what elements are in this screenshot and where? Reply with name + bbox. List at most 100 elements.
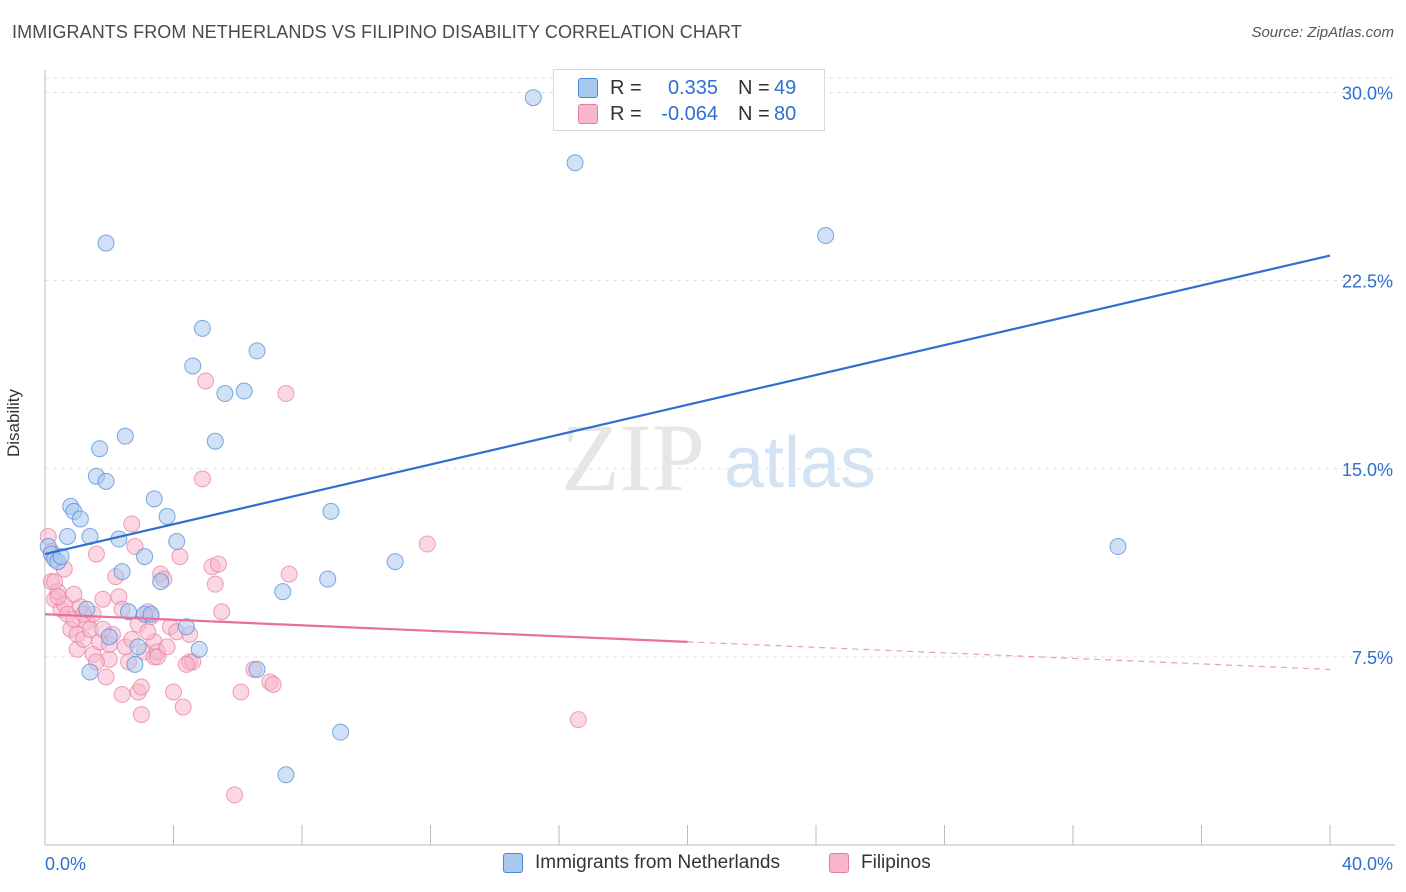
- filipinos-point: [232, 683, 250, 701]
- trend-lines: [44, 254, 1331, 671]
- netherlands-point: [319, 570, 337, 588]
- legend-r-label: R =: [610, 76, 642, 99]
- axes: [44, 70, 1395, 846]
- netherlands-point: [235, 382, 253, 400]
- filipinos-point: [280, 565, 298, 583]
- netherlands-point: [78, 600, 96, 618]
- filipinos-point: [123, 515, 141, 533]
- filipinos-point: [49, 588, 67, 606]
- filipinos-point: [171, 548, 189, 566]
- legend-r-value: -0.064: [661, 102, 718, 125]
- y-tick-label: 7.5%: [1352, 648, 1393, 668]
- filipinos-point: [158, 638, 176, 656]
- legend-row-netherlands: R = 0.335 N = 49: [578, 76, 796, 100]
- watermark: ZIP atlas: [561, 404, 876, 511]
- filipinos-point: [197, 372, 215, 390]
- netherlands-point: [58, 528, 76, 546]
- chart-title: IMMIGRANTS FROM NETHERLANDS VS FILIPINO …: [12, 22, 742, 42]
- y-tick-label: 22.5%: [1342, 272, 1393, 292]
- filipinos-point: [87, 545, 105, 563]
- legend-n-value: 49: [774, 76, 797, 99]
- legend-swatch-pink: [578, 104, 598, 124]
- bottom-legend-filipinos: Filipinos: [829, 852, 931, 874]
- netherlands-point: [277, 766, 295, 784]
- filipinos-point: [94, 590, 112, 608]
- filipinos-point: [132, 678, 150, 696]
- netherlands-point: [97, 472, 115, 490]
- netherlands-point: [52, 548, 70, 566]
- netherlands-point: [91, 440, 109, 458]
- correlation-legend: R = 0.335 N = 49 R = -0.064 N = 80: [553, 69, 825, 131]
- netherlands-point: [71, 510, 89, 528]
- filipinos-point: [418, 535, 436, 553]
- netherlands-point: [206, 432, 224, 450]
- netherlands-point: [524, 89, 542, 107]
- netherlands-point: [184, 357, 202, 375]
- filipinos-point: [193, 470, 211, 488]
- netherlands-point: [126, 655, 144, 673]
- legend-n-value: 80: [774, 102, 797, 125]
- netherlands-point: [817, 227, 835, 245]
- filipinos-point: [277, 385, 295, 403]
- bottom-legend: Immigrants from Netherlands Filipinos: [0, 852, 1406, 878]
- netherlands-point: [190, 640, 208, 658]
- source-label: Source: ZipAtlas.com: [1251, 24, 1394, 41]
- netherlands-point: [136, 548, 154, 566]
- y-tick-label: 15.0%: [1342, 460, 1393, 480]
- filipinos-point: [132, 706, 150, 724]
- netherlands-point: [152, 573, 170, 591]
- netherlands-points: [39, 89, 1127, 784]
- y-tick-label: 30.0%: [1342, 84, 1393, 104]
- netherlands-point: [193, 319, 211, 337]
- legend-r-label: R =: [610, 102, 642, 125]
- netherlands-point: [332, 723, 350, 741]
- netherlands-point: [158, 507, 176, 525]
- trend-line-netherlands: [44, 254, 1331, 556]
- netherlands-point: [97, 234, 115, 252]
- netherlands-point: [113, 563, 131, 581]
- netherlands-point: [1109, 538, 1127, 556]
- trend-line-filipinos-solid: [44, 613, 688, 643]
- watermark-zip: ZIP: [561, 404, 705, 511]
- trend-line-filipinos-dashed: [687, 641, 1331, 671]
- netherlands-point: [216, 385, 234, 403]
- netherlands-point: [386, 553, 404, 571]
- filipinos-point: [264, 675, 282, 693]
- bottom-legend-label: Immigrants from Netherlands: [535, 852, 780, 873]
- x-tick-label-max: 40.0%: [1342, 854, 1393, 874]
- filipinos-point: [177, 655, 195, 673]
- filipinos-point: [206, 575, 224, 593]
- filipinos-point: [113, 686, 131, 704]
- filipinos-point: [209, 555, 227, 573]
- filipinos-point: [97, 668, 115, 686]
- filipinos-point: [174, 698, 192, 716]
- filipinos-point: [65, 585, 83, 603]
- netherlands-point: [168, 533, 186, 551]
- netherlands-point: [145, 490, 163, 508]
- legend-n-label: N =: [738, 76, 770, 99]
- watermark-atlas: atlas: [724, 423, 876, 503]
- filipinos-point: [569, 711, 587, 729]
- netherlands-point: [116, 427, 134, 445]
- netherlands-point: [129, 638, 147, 656]
- legend-r-value: 0.335: [667, 76, 718, 99]
- netherlands-point: [177, 618, 195, 636]
- netherlands-point: [248, 342, 266, 360]
- netherlands-point: [248, 660, 266, 678]
- netherlands-point: [81, 663, 99, 681]
- bottom-legend-label: Filipinos: [861, 852, 931, 873]
- filipinos-point: [165, 683, 182, 701]
- netherlands-point: [100, 628, 118, 646]
- legend-swatch-blue: [503, 853, 523, 873]
- x-tick-label-min: 0.0%: [45, 854, 86, 874]
- gridlines: [45, 77, 1395, 658]
- y-axis-label: Disability: [4, 388, 23, 457]
- tick-labels: 7.5% 15.0% 22.5% 30.0% 0.0% 40.0%: [45, 84, 1393, 874]
- netherlands-point: [274, 583, 292, 601]
- legend-row-filipinos: R = -0.064 N = 80: [578, 102, 796, 126]
- bottom-legend-netherlands: Immigrants from Netherlands: [503, 852, 780, 874]
- filipinos-point: [139, 623, 157, 641]
- legend-n-label: N =: [738, 102, 770, 125]
- legend-swatch-pink: [829, 853, 849, 873]
